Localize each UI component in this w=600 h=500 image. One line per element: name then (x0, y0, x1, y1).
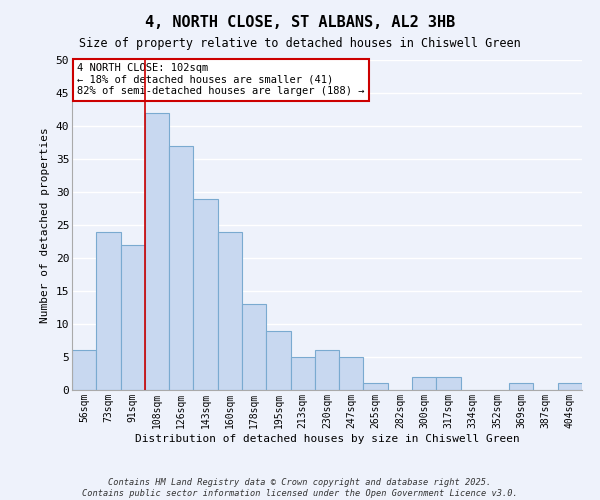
Y-axis label: Number of detached properties: Number of detached properties (40, 127, 50, 323)
Bar (266, 330, 290, 390)
Bar (315, 350, 339, 390)
X-axis label: Distribution of detached houses by size in Chiswell Green: Distribution of detached houses by size … (134, 434, 520, 444)
Text: 4 NORTH CLOSE: 102sqm
← 18% of detached houses are smaller (41)
82% of semi-deta: 4 NORTH CLOSE: 102sqm ← 18% of detached … (77, 64, 365, 96)
Text: 4, NORTH CLOSE, ST ALBANS, AL2 3HB: 4, NORTH CLOSE, ST ALBANS, AL2 3HB (145, 15, 455, 30)
Bar (339, 357, 364, 390)
Bar (96, 232, 121, 390)
Bar (509, 384, 533, 390)
Bar (169, 146, 193, 390)
Bar (436, 377, 461, 390)
Bar (364, 384, 388, 390)
Bar (290, 357, 315, 390)
Bar (218, 232, 242, 390)
Bar (145, 113, 169, 390)
Bar (193, 198, 218, 390)
Bar (558, 384, 582, 390)
Bar (72, 350, 96, 390)
Text: Size of property relative to detached houses in Chiswell Green: Size of property relative to detached ho… (79, 38, 521, 51)
Bar (121, 245, 145, 390)
Text: Contains HM Land Registry data © Crown copyright and database right 2025.
Contai: Contains HM Land Registry data © Crown c… (82, 478, 518, 498)
Bar (242, 304, 266, 390)
Bar (412, 377, 436, 390)
